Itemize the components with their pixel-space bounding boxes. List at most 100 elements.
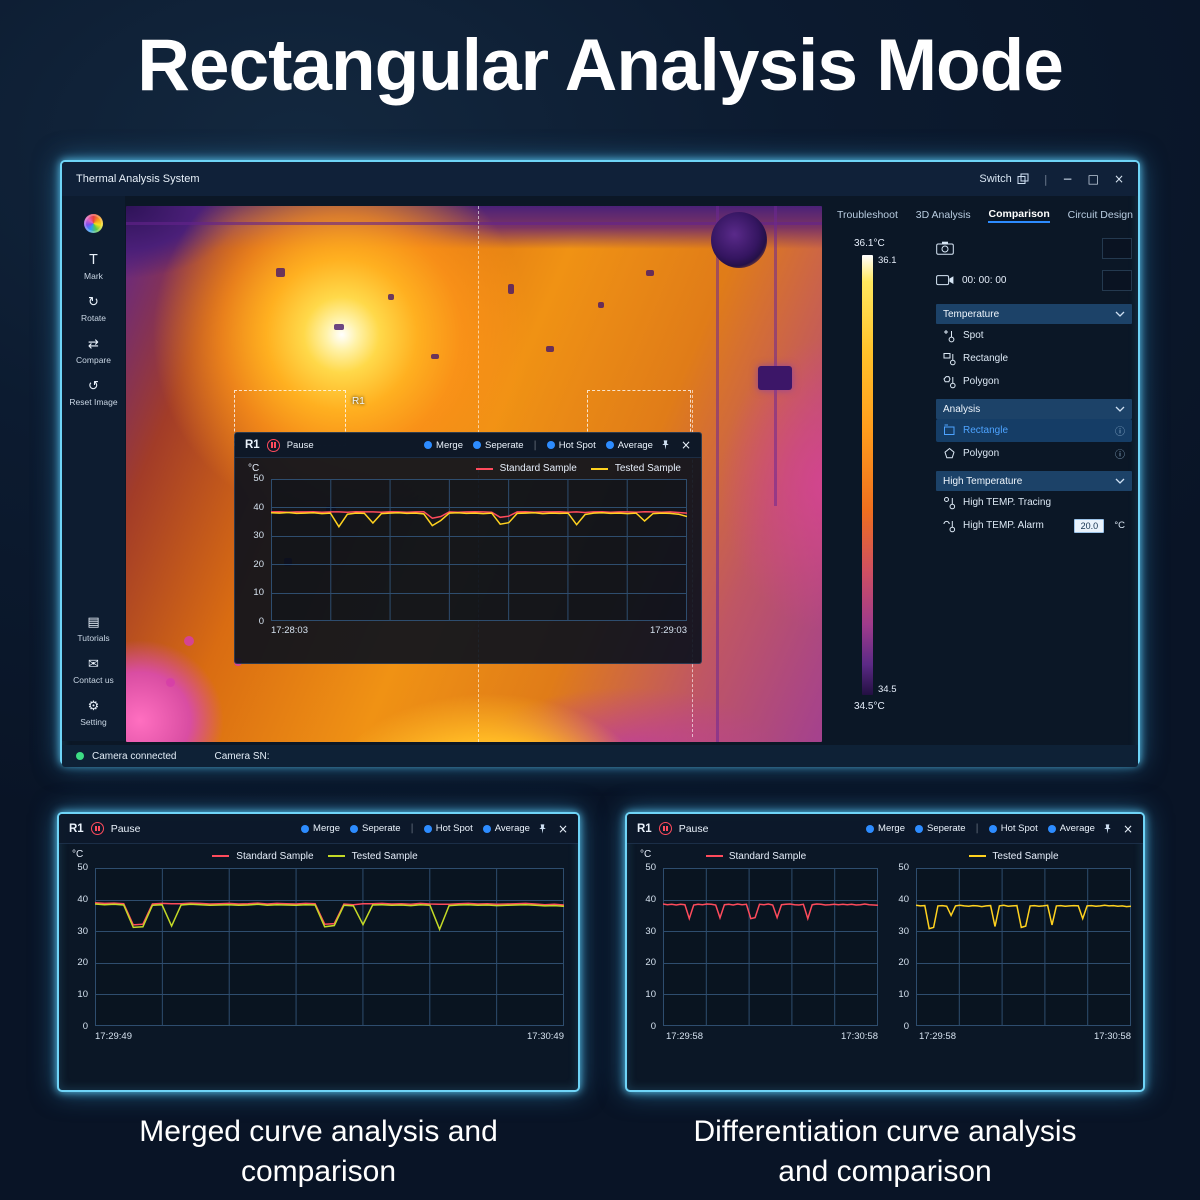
minimize-button[interactable]: − xyxy=(1062,172,1073,186)
x-axis-labels: 17:29:49 17:30:49 xyxy=(59,1026,578,1042)
chart-header: R1 Pause Merge Seperate | Hot Spot Avera… xyxy=(627,814,1143,844)
legend-label: Standard Sample xyxy=(728,850,807,862)
roi-marker: R1 xyxy=(69,822,84,835)
close-icon[interactable]: × xyxy=(557,821,568,836)
sidebar-item-palette[interactable] xyxy=(84,214,103,239)
scale-ticks: 36.1 34.5 xyxy=(878,255,897,695)
option-average[interactable]: Average xyxy=(605,440,653,451)
close-icon[interactable]: × xyxy=(680,438,691,452)
high-temp-alarm[interactable]: High TEMP. Alarm 20.0 °C xyxy=(936,514,1132,537)
radio-dot xyxy=(988,824,997,833)
sidebar-item-reset-image[interactable]: ↺ Reset Image xyxy=(69,380,118,408)
option-hot-spot[interactable]: Hot Spot xyxy=(423,823,473,834)
legend-swatch-standard xyxy=(705,855,723,857)
option-hot-spot[interactable]: Hot Spot xyxy=(988,823,1038,834)
x-axis-start-time: 17:29:58 xyxy=(919,1031,956,1042)
option-merge[interactable]: Merge xyxy=(301,823,340,834)
y-axis-tick: 0 xyxy=(82,1020,88,1032)
option-average[interactable]: Average xyxy=(1047,823,1095,834)
options-divider: | xyxy=(533,439,537,451)
sidebar-item-setting[interactable]: ⚙ Setting xyxy=(80,700,106,728)
option-merge[interactable]: Merge xyxy=(424,440,463,451)
camera-status: Camera connected xyxy=(92,750,177,762)
pause-label[interactable]: Pause xyxy=(678,822,709,835)
pin-icon[interactable] xyxy=(537,823,548,835)
close-button[interactable]: × xyxy=(1113,172,1124,186)
legend-tested: Tested Sample xyxy=(885,851,1143,862)
option-seperate[interactable]: Seperate xyxy=(914,823,966,834)
sidebar-item-compare[interactable]: ⇄ Compare xyxy=(76,338,111,366)
x-axis-labels: 17:29:58 17:30:58 xyxy=(892,1026,1131,1042)
maximize-button[interactable]: □ xyxy=(1087,172,1099,186)
tool-polygon[interactable]: Polygon xyxy=(936,370,1132,393)
rectangle-thermometer-icon xyxy=(943,352,956,365)
sidebar-item-label: Reset Image xyxy=(69,397,118,407)
sidebar-item-mark[interactable]: T Mark xyxy=(84,254,103,282)
pause-icon[interactable] xyxy=(90,822,104,835)
right-panel-tabs: Troubleshoot 3D Analysis Comparison Circ… xyxy=(837,204,1133,226)
tool-spot[interactable]: Spot xyxy=(936,324,1132,347)
option-hot-spot[interactable]: Hot Spot xyxy=(546,439,596,451)
options-divider: | xyxy=(975,823,979,834)
info-icon[interactable]: ⓘ xyxy=(1115,450,1125,461)
scale-bottom-tick: 34.5 xyxy=(878,684,897,695)
sidebar-item-rotate[interactable]: ↻ Rotate xyxy=(81,296,106,324)
legend-swatch-tested xyxy=(327,855,345,857)
switch-button[interactable]: Switch xyxy=(979,173,1029,185)
tab-comparison[interactable]: Comparison xyxy=(988,208,1050,223)
pin-icon[interactable] xyxy=(660,439,671,451)
analysis-section-header[interactable]: Analysis xyxy=(936,399,1132,419)
option-seperate[interactable]: Seperate xyxy=(349,823,401,834)
section-title: Temperature xyxy=(943,308,1000,320)
tab-3d-analysis[interactable]: 3D Analysis xyxy=(915,209,971,221)
info-icon[interactable]: ⓘ xyxy=(1115,427,1125,438)
alarm-thermometer-icon xyxy=(943,520,956,532)
pin-icon[interactable] xyxy=(1102,823,1113,835)
chart-zone: 50 40 30 20 10 0 xyxy=(59,862,578,1032)
legend-label: Tested Sample xyxy=(351,850,418,862)
pause-label[interactable]: Pause xyxy=(110,822,141,835)
sidebar-item-contact-us[interactable]: ✉ Contact us xyxy=(73,658,114,686)
y-axis-tick: 0 xyxy=(903,1020,909,1032)
tool-label: Spot xyxy=(963,330,984,341)
chart-mode-options: Merge Seperate | Hot Spot Average xyxy=(866,823,1095,834)
polygon-thermometer-icon xyxy=(943,375,956,388)
pause-icon[interactable] xyxy=(266,438,280,452)
option-merge[interactable]: Merge xyxy=(866,823,905,834)
tool-rectangle[interactable]: Rectangle xyxy=(936,347,1132,370)
alarm-threshold-input[interactable]: 20.0 xyxy=(1074,518,1105,533)
legend-swatch-tested xyxy=(969,855,987,857)
analysis-rectangle[interactable]: Rectangle ⓘ xyxy=(936,419,1132,442)
record-thumbnail xyxy=(1102,269,1132,291)
roi-marker: R1 xyxy=(245,439,260,451)
chart-legend-row: °C Standard Sample Tested Sample xyxy=(627,844,1143,868)
radio-dot xyxy=(866,824,875,833)
dual-charts-row: 50 40 30 20 10 0 17:29:58 17:30:58 50 40 30 20 10… xyxy=(627,862,1143,1042)
camera-icon[interactable] xyxy=(936,241,954,255)
tab-circuit-design[interactable]: Circuit Design xyxy=(1067,209,1133,221)
high-temperature-section-header[interactable]: High Temperature xyxy=(936,471,1132,491)
pause-icon[interactable] xyxy=(658,822,672,835)
tool-label: Polygon xyxy=(963,448,1000,459)
analysis-polygon[interactable]: Polygon ⓘ xyxy=(936,442,1132,465)
chart-zone: 50 40 30 20 10 0 xyxy=(639,862,879,1032)
video-record-icon[interactable] xyxy=(936,274,954,286)
camera-sn-label: Camera SN: xyxy=(214,750,270,762)
pcb-component xyxy=(166,678,175,687)
x-axis-start-time: 17:29:49 xyxy=(95,1031,132,1042)
radio-dot xyxy=(423,824,432,833)
option-average[interactable]: Average xyxy=(482,823,530,834)
temperature-section-header[interactable]: Temperature xyxy=(936,304,1132,324)
option-label: Hot Spot xyxy=(558,439,596,451)
chart-zone: 50 40 30 20 10 0 xyxy=(892,862,1132,1032)
tab-troubleshoot[interactable]: Troubleshoot xyxy=(837,209,898,221)
option-seperate[interactable]: Seperate xyxy=(472,440,524,451)
sidebar-item-tutorials[interactable]: ▤ Tutorials xyxy=(77,616,109,644)
close-icon[interactable]: × xyxy=(1122,821,1133,836)
high-temp-tracing[interactable]: High TEMP. Tracing xyxy=(936,491,1132,514)
pause-label[interactable]: Pause xyxy=(286,439,314,451)
legend-label: Standard Sample xyxy=(236,850,314,862)
x-axis-start-time: 17:28:03 xyxy=(271,625,308,636)
legend-label: Tested Sample xyxy=(992,850,1059,862)
legend-swatch-standard xyxy=(212,855,230,857)
